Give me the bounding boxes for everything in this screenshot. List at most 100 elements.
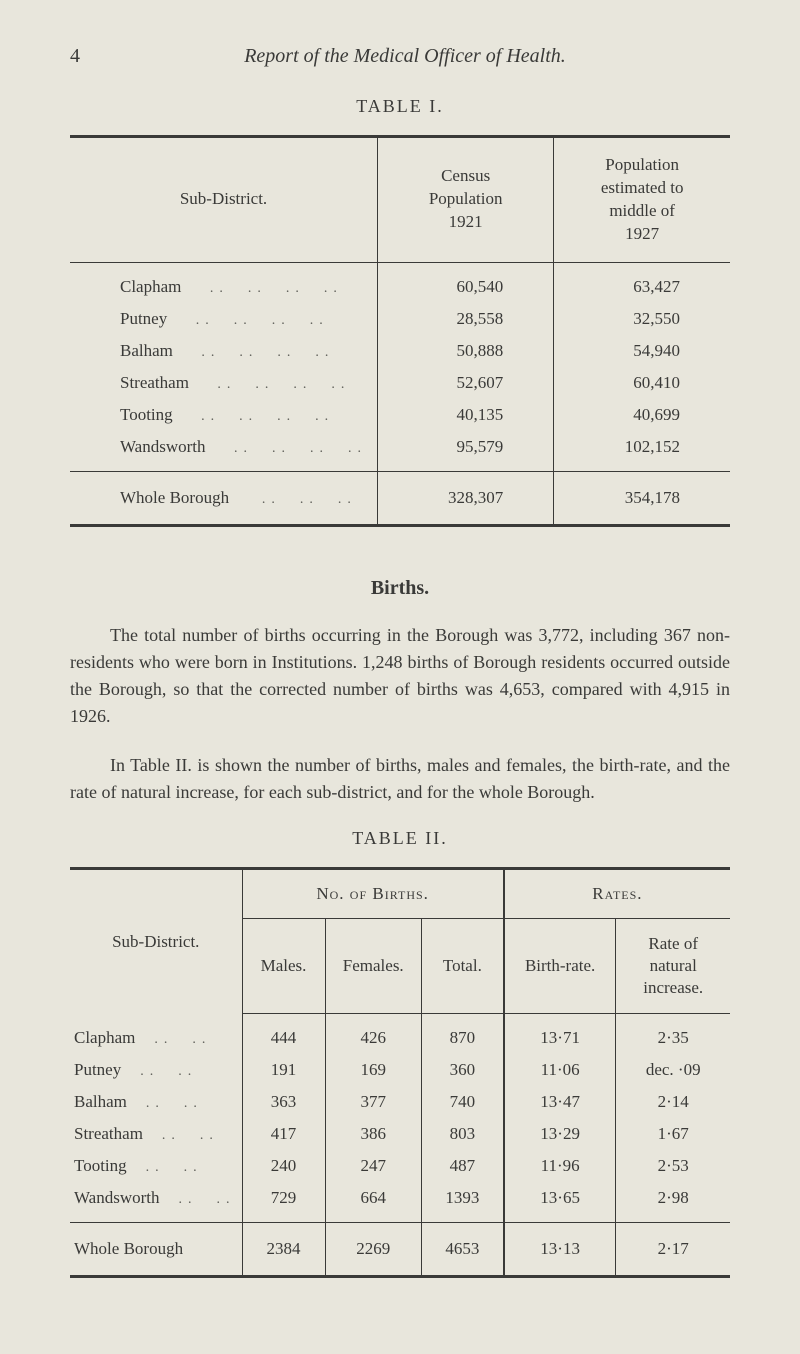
table1-cell-name: Balham .. .. .. .. xyxy=(70,335,378,367)
table1-cell-pop: 54,940 xyxy=(554,335,730,367)
leader-dots: .. .. .. .. xyxy=(167,313,329,328)
table2-cell-name: Tooting .. .. xyxy=(70,1150,242,1182)
table2-cell-rateinc: 2·35 xyxy=(616,1014,730,1055)
table2-cell-birthrate: 13·47 xyxy=(504,1086,616,1118)
table2-total-total: 4653 xyxy=(421,1223,503,1277)
table2-header-nobirths: No. of Births. xyxy=(242,868,504,918)
table1-cell-pop: 40,699 xyxy=(554,399,730,431)
paragraph-2: In Table II. is shown the number of birt… xyxy=(70,752,730,806)
table2-cell-birthrate: 13·71 xyxy=(504,1014,616,1055)
table2-subheader-males: Males. xyxy=(242,918,325,1013)
table2-cell-females: 169 xyxy=(325,1054,421,1086)
table2-row: Clapham .. ..44442687013·712·35 xyxy=(70,1014,730,1055)
table2-subheader-rateinc: Rate ofnaturalincrease. xyxy=(616,918,730,1013)
table2-cell-total: 1393 xyxy=(421,1182,503,1223)
table2-total-females: 2269 xyxy=(325,1223,421,1277)
table2-cell-name: Streatham .. .. xyxy=(70,1118,242,1150)
table2-cell-males: 729 xyxy=(242,1182,325,1223)
table2-cell-birthrate: 11·06 xyxy=(504,1054,616,1086)
leader-dots: .. .. .. .. xyxy=(206,441,368,456)
table1: Sub-District. CensusPopulation1921 Popul… xyxy=(70,135,730,527)
table2-total-birthrate: 13·13 xyxy=(504,1223,616,1277)
table1-total-pop: 354,178 xyxy=(554,471,730,525)
table1-cell-pop: 32,550 xyxy=(554,303,730,335)
table1-cell-census: 50,888 xyxy=(378,335,554,367)
table2-cell-females: 377 xyxy=(325,1086,421,1118)
table2-row: Streatham .. ..41738680313·291·67 xyxy=(70,1118,730,1150)
table2-cell-total: 803 xyxy=(421,1118,503,1150)
page-header: 4 Report of the Medical Officer of Healt… xyxy=(70,45,730,68)
table1-cell-name: Streatham .. .. .. .. xyxy=(70,367,378,399)
table1-total-body: Whole Borough .. .. .. 328,307 354,178 xyxy=(70,471,730,525)
table1-total-row: Whole Borough .. .. .. 328,307 354,178 xyxy=(70,471,730,525)
table1-cell-name: Wandsworth .. .. .. .. xyxy=(70,431,378,472)
leader-dots: .. .. xyxy=(127,1096,203,1111)
table1-body: Clapham .. .. .. ..60,54063,427Putney ..… xyxy=(70,262,730,471)
leader-dots: .. .. xyxy=(121,1064,197,1079)
table1-cell-census: 40,135 xyxy=(378,399,554,431)
table2-cell-rateinc: 2·14 xyxy=(616,1086,730,1118)
table2-cell-males: 444 xyxy=(242,1014,325,1055)
table2-total-name: Whole Borough xyxy=(70,1223,242,1277)
leader-dots: .. .. xyxy=(160,1192,236,1207)
table1-header-popest: Populationestimated tomiddle of1927 xyxy=(554,137,730,263)
table2-cell-females: 426 xyxy=(325,1014,421,1055)
table2-cell-females: 247 xyxy=(325,1150,421,1182)
table2-subheader-total: Total. xyxy=(421,918,503,1013)
table2-row: Wandsworth .. ..729664139313·652·98 xyxy=(70,1182,730,1223)
table2-row: Balham .. ..36337774013·472·14 xyxy=(70,1086,730,1118)
table1-row: Streatham .. .. .. ..52,60760,410 xyxy=(70,367,730,399)
table2-cell-rateinc: 2·53 xyxy=(616,1150,730,1182)
table1-cell-name: Clapham .. .. .. .. xyxy=(70,262,378,303)
table2: Sub-District. No. of Births. Rates. Male… xyxy=(70,867,730,1278)
table2-cell-males: 417 xyxy=(242,1118,325,1150)
table1-cell-census: 52,607 xyxy=(378,367,554,399)
table2-cell-birthrate: 13·29 xyxy=(504,1118,616,1150)
table2-cell-birthrate: 13·65 xyxy=(504,1182,616,1223)
table1-row: Wandsworth .. .. .. ..95,579102,152 xyxy=(70,431,730,472)
leader-dots: .. .. .. .. xyxy=(173,345,335,360)
table2-cell-total: 740 xyxy=(421,1086,503,1118)
table2-cell-males: 191 xyxy=(242,1054,325,1086)
leader-dots: .. .. xyxy=(143,1128,219,1143)
table1-row: Balham .. .. .. ..50,88854,940 xyxy=(70,335,730,367)
table1-header-subdistrict: Sub-District. xyxy=(70,137,378,263)
table2-cell-name: Balham .. .. xyxy=(70,1086,242,1118)
table2-cell-females: 664 xyxy=(325,1182,421,1223)
table2-cell-rateinc: 1·67 xyxy=(616,1118,730,1150)
table1-caption: TABLE I. xyxy=(70,96,730,117)
table2-total-rateinc: 2·17 xyxy=(616,1223,730,1277)
table1-cell-name: Putney .. .. .. .. xyxy=(70,303,378,335)
table2-cell-birthrate: 11·96 xyxy=(504,1150,616,1182)
table2-cell-rateinc: 2·98 xyxy=(616,1182,730,1223)
table2-header-rates: Rates. xyxy=(504,868,730,918)
table2-cell-name: Putney .. .. xyxy=(70,1054,242,1086)
table2-cell-rateinc: dec. ·09 xyxy=(616,1054,730,1086)
table2-total-males: 2384 xyxy=(242,1223,325,1277)
table1-header-census: CensusPopulation1921 xyxy=(378,137,554,263)
table1-cell-pop: 63,427 xyxy=(554,262,730,303)
leader-dots: .. .. .. .. xyxy=(173,409,335,424)
table2-cell-females: 386 xyxy=(325,1118,421,1150)
table1-cell-census: 28,558 xyxy=(378,303,554,335)
table2-cell-males: 363 xyxy=(242,1086,325,1118)
paragraph-1: The total number of births occurring in … xyxy=(70,622,730,730)
section-heading-births: Births. xyxy=(70,577,730,600)
table2-caption: TABLE II. xyxy=(70,828,730,849)
table1-total-census: 328,307 xyxy=(378,471,554,525)
leader-dots: .. .. .. xyxy=(233,492,357,507)
table1-row: Clapham .. .. .. ..60,54063,427 xyxy=(70,262,730,303)
table1-total-name: Whole Borough .. .. .. xyxy=(70,471,378,525)
leader-dots: .. .. xyxy=(135,1032,211,1047)
table1-cell-census: 60,540 xyxy=(378,262,554,303)
table2-subheader-females: Females. xyxy=(325,918,421,1013)
table2-row: Putney .. ..19116936011·06dec. ·09 xyxy=(70,1054,730,1086)
page-number: 4 xyxy=(70,45,80,68)
running-title: Report of the Medical Officer of Health. xyxy=(140,45,670,68)
table2-cell-total: 487 xyxy=(421,1150,503,1182)
table2-cell-name: Clapham .. .. xyxy=(70,1014,242,1055)
table2-body: Clapham .. ..44442687013·712·35Putney ..… xyxy=(70,1014,730,1223)
table2-cell-name: Wandsworth .. .. xyxy=(70,1182,242,1223)
table1-row: Putney .. .. .. ..28,55832,550 xyxy=(70,303,730,335)
table2-total-body: Whole Borough 2384 2269 4653 13·13 2·17 xyxy=(70,1223,730,1277)
